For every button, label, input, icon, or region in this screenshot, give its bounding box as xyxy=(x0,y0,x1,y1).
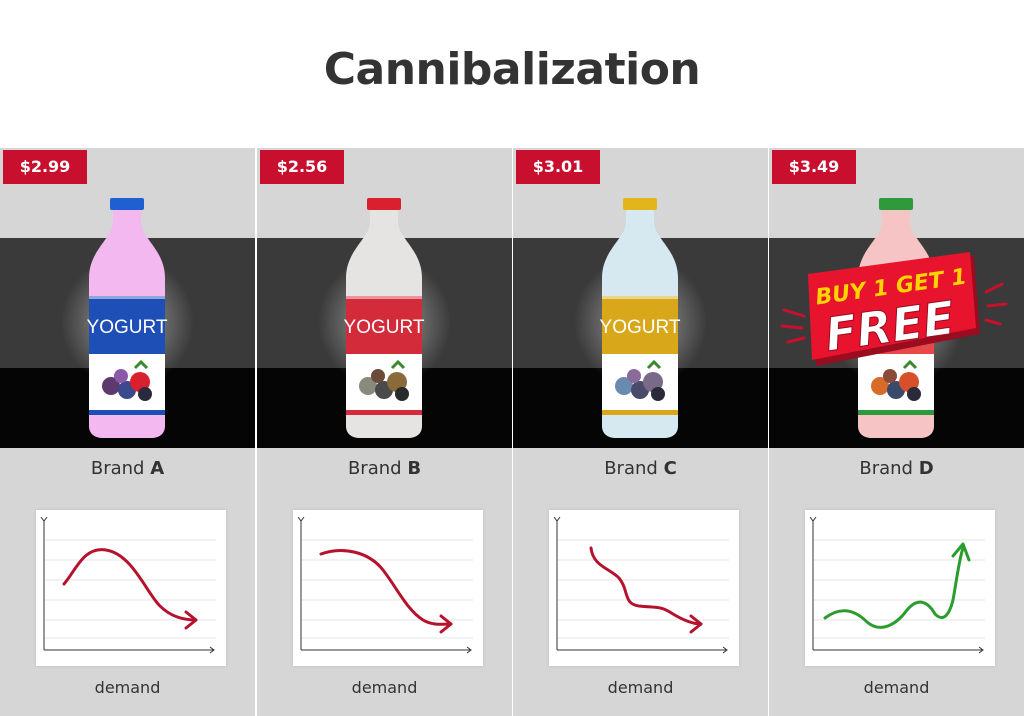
trend-arrowhead xyxy=(951,542,971,562)
brand-panel-d: $3.49 BUY 1 GET 1 xyxy=(769,148,1024,716)
demand-chart xyxy=(293,510,483,666)
yogurt-label-text: YOGURT xyxy=(87,317,168,338)
brand-prefix: Brand xyxy=(90,458,145,479)
yogurt-label-text: YOGURT xyxy=(344,317,425,338)
demand-chart xyxy=(36,510,226,666)
trend-arrowhead xyxy=(689,614,703,634)
demand-label: demand xyxy=(351,678,418,697)
brand-panels: $2.99 YOGURT Brand A xyxy=(0,148,1024,716)
demand-label: demand xyxy=(863,678,930,697)
brand-panel-c: $3.01 YOGURT Brand C xyxy=(513,148,768,716)
price-tag: $2.99 xyxy=(3,150,87,184)
promo-ribbon xyxy=(808,252,976,360)
brand-prefix: Brand xyxy=(859,458,913,479)
demand-chart xyxy=(805,510,995,666)
price-tag: $2.56 xyxy=(260,150,344,184)
demand-label: demand xyxy=(607,678,674,697)
demand-chart xyxy=(549,510,739,666)
yogurt-bottle-icon: YOGURT xyxy=(600,198,681,438)
promo-burst: BUY 1 GET 1 FREE xyxy=(780,252,1008,366)
price-tag: $3.01 xyxy=(516,150,600,184)
chart-gridlines xyxy=(813,539,985,639)
brand-letter: C xyxy=(663,458,677,479)
yogurt-bottle-icon: YOGURT xyxy=(87,198,168,438)
brand-name: Brand B xyxy=(257,458,512,479)
chart-gridlines xyxy=(557,539,729,639)
demand-trend-line xyxy=(823,546,965,629)
brand-letter: D xyxy=(918,458,934,479)
brand-prefix: Brand xyxy=(347,458,402,479)
brand-prefix: Brand xyxy=(604,458,658,479)
yogurt-label-text: YOGURT xyxy=(600,317,681,338)
page-title: Cannibalization xyxy=(323,44,701,95)
yogurt-bottle-icon: YOGURT xyxy=(344,198,425,438)
brand-panel-a: $2.99 YOGURT Brand A xyxy=(0,148,255,716)
brand-letter: B xyxy=(407,458,422,479)
brand-name: Brand C xyxy=(513,458,768,479)
price-tag: $3.49 xyxy=(772,150,856,184)
brand-panel-b: $2.56 YOGURT Brand B xyxy=(257,148,512,716)
brand-name: Brand A xyxy=(0,458,255,479)
demand-label: demand xyxy=(94,678,161,697)
demand-trend-line xyxy=(589,546,703,626)
brand-name: Brand D xyxy=(769,458,1024,479)
demand-trend-line xyxy=(62,548,198,622)
demand-trend-line xyxy=(319,549,453,626)
brand-letter: A xyxy=(150,458,165,479)
promo-spark-lines xyxy=(780,282,1008,344)
trend-arrowhead xyxy=(184,610,198,630)
trend-arrowhead xyxy=(439,614,453,634)
